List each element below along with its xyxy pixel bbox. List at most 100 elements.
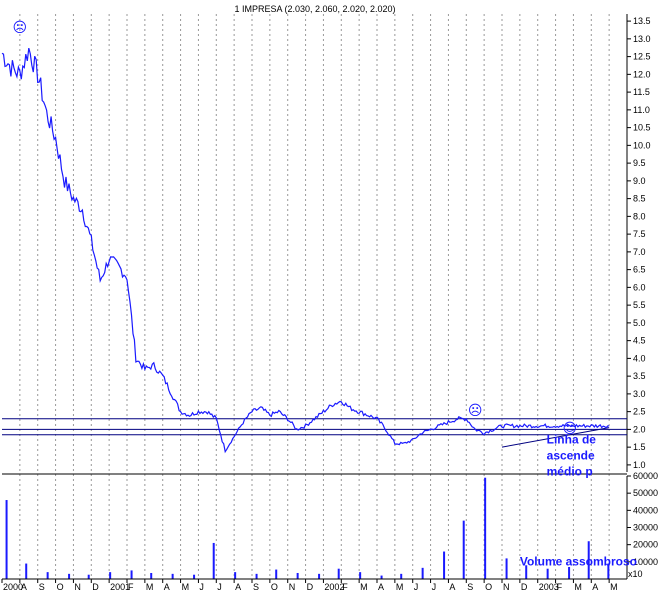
- price-tick-label: 10.0: [633, 140, 651, 150]
- volume-bar: [255, 573, 258, 579]
- volume-bar: [337, 568, 340, 579]
- price-tick-label: 10.5: [633, 123, 651, 133]
- x-tick-label: F: [557, 582, 563, 592]
- volume-bar: [443, 551, 446, 579]
- x-tick-label: N: [289, 582, 296, 592]
- volume-bar: [380, 575, 383, 579]
- x-tick-label: J: [414, 582, 419, 592]
- volume-bar: [587, 541, 590, 579]
- annotation-text: médio p: [547, 465, 593, 479]
- x-tick-label: A: [164, 582, 170, 592]
- price-tick-label: 2.5: [633, 407, 646, 417]
- price-tick-label: 11.0: [633, 105, 650, 115]
- annotation-text: Linha de: [547, 433, 597, 447]
- volume-bar: [275, 569, 278, 579]
- x-tick-label: M: [574, 582, 582, 592]
- x-tick-label: S: [253, 582, 259, 592]
- price-tick-label: 9.5: [633, 158, 646, 168]
- price-tick-label: 3.0: [633, 389, 646, 399]
- price-tick-label: 8.0: [633, 211, 646, 221]
- volume-multiplier-label: x10: [628, 569, 643, 579]
- volume-bars: [5, 477, 610, 579]
- volume-tick-label: 10000: [633, 557, 658, 567]
- volume-bar: [68, 573, 71, 579]
- price-tick-label: 2.0: [633, 424, 646, 434]
- price-tick-label: 7.5: [633, 229, 646, 239]
- price-tick-label: 6.0: [633, 282, 646, 292]
- volume-bar: [212, 542, 215, 579]
- volume-bar: [296, 572, 299, 579]
- annotations: Linha de ascende médio p Volume assombroso: [520, 433, 637, 569]
- volume-tick-label: 60000: [633, 471, 658, 481]
- annotation-text: Volume assombroso: [520, 554, 637, 568]
- volume-bar: [193, 574, 196, 579]
- x-tick-label: S: [467, 582, 473, 592]
- price-axis: 1.0 1.5 2.0 2.5 3.0 3.5 4.0 4.5 5.0 5.5 6.0 6.5 7.0 7…: [2, 14, 651, 475]
- price-tick-label: 1.0: [633, 460, 646, 470]
- volume-tick-label: 20000: [633, 540, 658, 550]
- x-tick-label: A: [378, 582, 384, 592]
- volume-bar: [546, 568, 549, 579]
- price-tick-label: 4.5: [633, 336, 646, 346]
- volume-axis: 10000 20000 30000 40000 50000 60000 x10: [626, 471, 658, 579]
- price-tick-label: 8.5: [633, 194, 646, 204]
- volume-bar: [359, 572, 362, 579]
- x-tick-label: O: [57, 582, 64, 592]
- volume-bar: [234, 572, 237, 579]
- x-tick-label: A: [235, 582, 241, 592]
- volume-bar: [400, 573, 403, 579]
- price-line: [1, 47, 610, 454]
- grid: [19, 14, 610, 579]
- x-tick-label: N: [74, 582, 81, 592]
- volume-bar: [462, 520, 465, 579]
- volume-bar: [505, 558, 508, 579]
- x-tick-label: 2000: [3, 582, 23, 592]
- x-tick-label: J: [199, 582, 204, 592]
- volume-bar: [130, 570, 133, 579]
- x-tick-label: A: [592, 582, 598, 592]
- volume-bar: [484, 477, 487, 579]
- face-marker: ☹: [468, 403, 483, 419]
- volume-bar: [25, 563, 28, 579]
- volume-bar: [150, 572, 153, 579]
- x-tick-label: S: [39, 582, 45, 592]
- chart-title: 1 IMPRESA (2.030, 2.060, 2.020, 2.020): [234, 4, 395, 14]
- x-tick-label: D: [307, 582, 314, 592]
- x-tick-label: J: [432, 582, 437, 592]
- volume-bar: [5, 500, 8, 579]
- x-tick-label: D: [521, 582, 528, 592]
- volume-tick-label: 40000: [633, 505, 658, 515]
- price-tick-label: 3.5: [633, 371, 646, 381]
- volume-bar: [421, 567, 424, 579]
- x-tick-label: M: [610, 582, 618, 592]
- price-tick-label: 12.5: [633, 52, 651, 62]
- volume-bar: [46, 572, 49, 579]
- face-marker: ☺: [563, 421, 578, 437]
- x-tick-label: M: [146, 582, 154, 592]
- volume-bar: [109, 572, 112, 579]
- x-tick-label: D: [92, 582, 99, 592]
- x-tick-label: A: [449, 582, 455, 592]
- price-tick-label: 4.0: [633, 353, 646, 363]
- price-tick-label: 9.0: [633, 176, 646, 186]
- x-tick-label: 2001: [110, 582, 130, 592]
- price-tick-label: 12.0: [633, 69, 651, 79]
- x-tick-label: 2002: [324, 582, 344, 592]
- volume-tick-label: 30000: [633, 523, 658, 533]
- volume-bar: [568, 566, 571, 579]
- price-tick-label: 1.5: [633, 442, 646, 452]
- trendline: [501, 427, 610, 448]
- volume-bar: [87, 574, 90, 579]
- price-tick-label: 13.0: [633, 34, 651, 44]
- face-marker: ☹: [13, 20, 28, 36]
- annotation-text: ascende: [547, 449, 595, 463]
- price-tick-label: 6.5: [633, 265, 646, 275]
- volume-bar: [525, 565, 528, 579]
- x-tick-label: F: [128, 582, 134, 592]
- x-tick-label: A: [21, 582, 27, 592]
- x-tick-label: O: [485, 582, 492, 592]
- volume-bar: [607, 563, 610, 579]
